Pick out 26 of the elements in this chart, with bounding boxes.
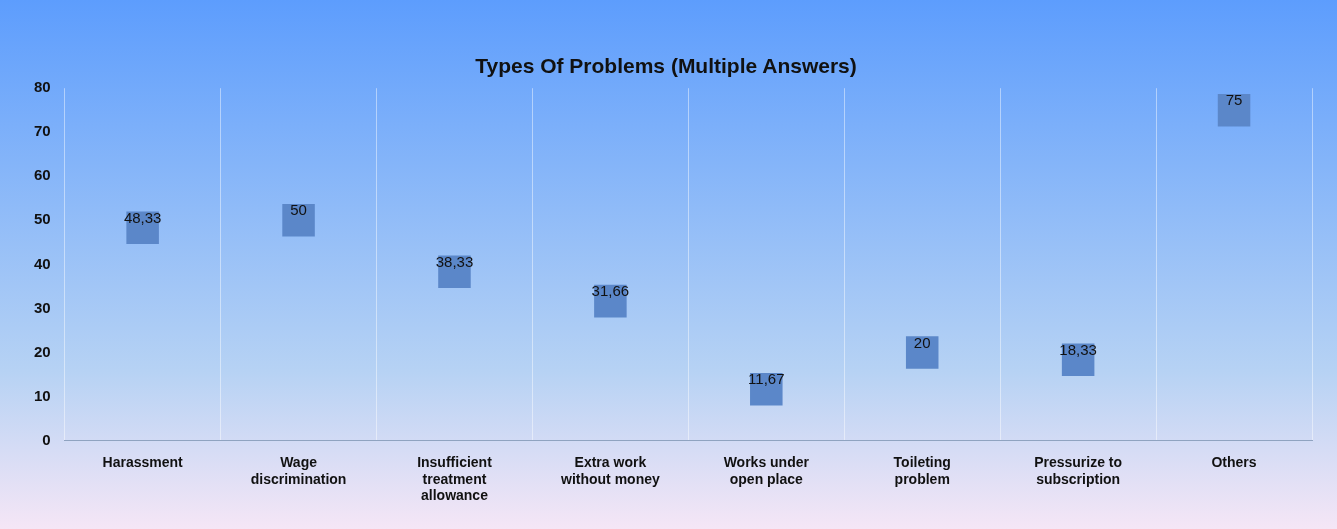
- x-tick-label: Works under open place: [723, 453, 810, 487]
- data-label: 48,33: [123, 208, 162, 226]
- y-tick-label: 10: [34, 386, 51, 404]
- y-tick-label: 40: [34, 254, 51, 272]
- y-tick-label: 50: [34, 210, 51, 228]
- x-tick-label: Harassment: [102, 453, 184, 470]
- y-tick-label: 70: [34, 122, 51, 140]
- data-label: 18,33: [1059, 341, 1097, 358]
- data-label: 11,67: [748, 370, 785, 388]
- y-tick-label: 30: [34, 298, 51, 316]
- x-tick-label: Toileting problem: [893, 453, 951, 487]
- chart-title: Types Of Problems (Multiple Answers): [475, 54, 857, 78]
- y-tick-label: 0: [42, 430, 51, 448]
- data-label: 38,33: [435, 252, 474, 270]
- data-label: 50: [290, 201, 307, 219]
- y-tick-label: 20: [34, 342, 51, 360]
- x-tick-label: Insufficient treatment allowance: [417, 453, 493, 504]
- data-label: 20: [913, 333, 931, 351]
- y-tick-label: 80: [34, 78, 51, 96]
- x-tick-label: Wage discrimination: [250, 453, 347, 487]
- x-tick-label: Extra work without money: [559, 453, 660, 487]
- data-label: 31,66: [591, 282, 630, 300]
- x-tick-label: Others: [1211, 453, 1257, 470]
- y-tick-label: 60: [34, 166, 51, 184]
- data-label: 75: [1225, 91, 1243, 109]
- x-tick-label: Pressurize to subscription: [1034, 453, 1123, 487]
